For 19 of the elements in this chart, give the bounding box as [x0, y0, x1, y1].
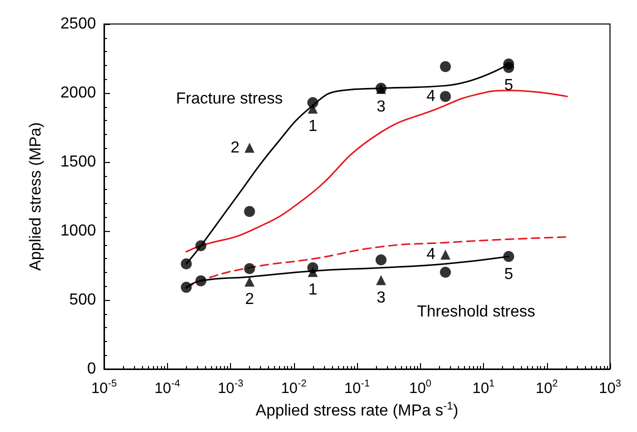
annotation: 1 — [308, 281, 318, 298]
annotation: 2 — [230, 139, 240, 156]
annotation: 1 — [308, 118, 318, 136]
y-tick-label: 1000 — [60, 222, 96, 240]
annotation: 5 — [504, 266, 514, 284]
y-tick-label: 2000 — [60, 84, 96, 102]
y-tick-label: 1500 — [60, 154, 96, 170]
annotation: 3 — [376, 290, 386, 307]
y-tick-label: 0 — [87, 360, 96, 378]
annotation: 3 — [376, 98, 386, 116]
y-tick-label: 2500 — [60, 16, 96, 32]
annotation: 2 — [245, 291, 254, 308]
annotation: Threshold stress — [417, 304, 536, 320]
annotation: 5 — [504, 76, 514, 94]
annotation: Fracture stress — [176, 90, 283, 108]
y-axis-title: Applied stress (MPa) — [28, 122, 44, 271]
annotation: 4 — [426, 88, 436, 105]
annotation: 4 — [426, 246, 436, 264]
y-tick-label: 500 — [69, 292, 96, 308]
